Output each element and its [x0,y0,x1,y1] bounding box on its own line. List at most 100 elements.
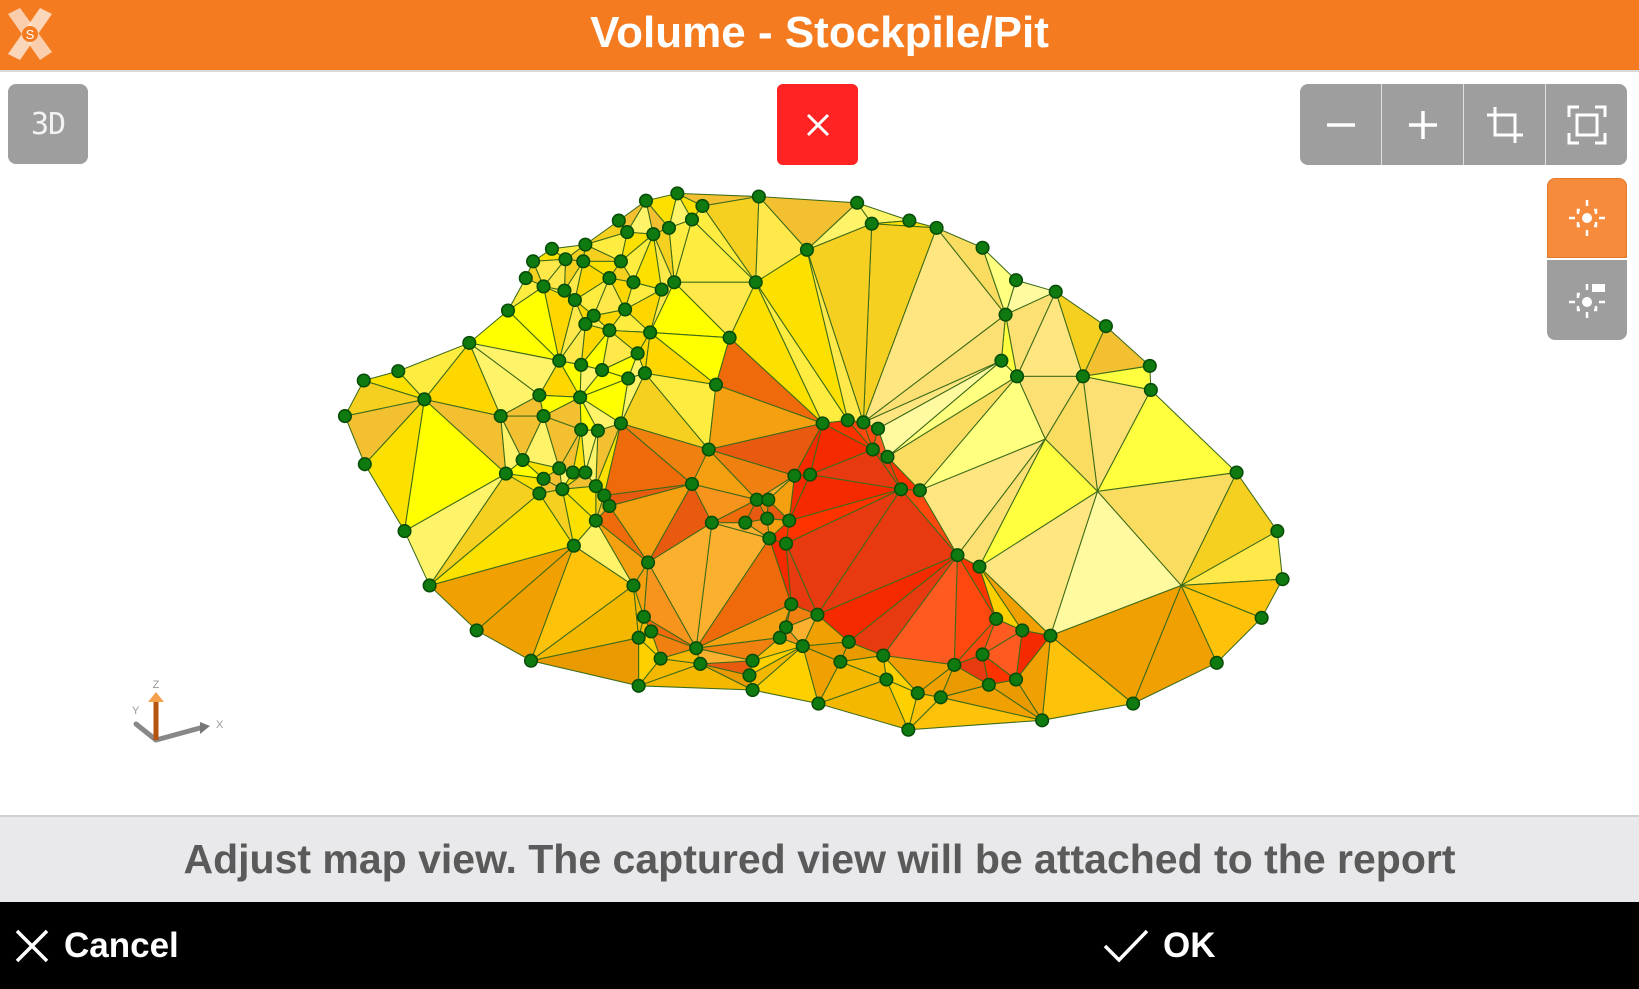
survey-point[interactable] [544,241,559,256]
ok-button[interactable]: OK [1103,902,1216,989]
survey-point[interactable] [1126,696,1141,711]
survey-point[interactable] [1048,284,1063,299]
survey-point[interactable] [815,416,830,431]
survey-point[interactable] [574,357,589,372]
survey-point[interactable] [641,555,656,570]
survey-point[interactable] [536,279,551,294]
survey-point[interactable] [998,307,1013,322]
survey-point[interactable] [469,623,484,638]
survey-point[interactable] [902,213,917,228]
survey-point[interactable] [590,423,605,438]
survey-point[interactable] [840,413,855,428]
survey-point[interactable] [618,302,633,317]
survey-point[interactable] [810,607,825,622]
survey-point[interactable] [356,373,371,388]
survey-point[interactable] [738,515,753,530]
survey-point[interactable] [555,482,570,497]
survey-point[interactable] [708,377,724,392]
survey-point[interactable] [782,513,797,528]
survey-point[interactable] [661,220,677,235]
survey-point[interactable] [532,486,547,501]
survey-point[interactable] [532,388,547,403]
survey-point[interactable] [778,620,794,635]
survey-point[interactable] [643,325,658,340]
survey-point[interactable] [557,283,572,298]
survey-point[interactable] [558,252,573,267]
survey-point[interactable] [1229,465,1244,480]
survey-point[interactable] [417,392,432,407]
survey-point[interactable] [646,227,661,242]
survey-point[interactable] [1142,358,1157,373]
survey-point[interactable] [573,390,588,405]
survey-point[interactable] [695,198,710,214]
survey-point[interactable] [1143,382,1158,398]
cancel-button[interactable]: Cancel [14,902,179,989]
survey-point[interactable] [912,483,927,498]
survey-point[interactable] [1209,655,1224,670]
survey-point[interactable] [833,654,848,669]
survey-point[interactable] [1098,319,1113,334]
survey-point[interactable] [637,366,652,381]
survey-point[interactable] [515,452,530,468]
survey-point[interactable] [803,467,818,482]
3d-toggle-button[interactable]: 3D [8,84,88,164]
survey-point[interactable] [772,630,787,645]
survey-point[interactable] [1010,369,1025,384]
survey-point[interactable] [626,275,641,290]
survey-point[interactable] [391,364,406,379]
survey-point[interactable] [523,653,539,668]
survey-point[interactable] [653,651,668,666]
survey-point[interactable] [613,416,628,431]
survey-point[interactable] [397,524,412,539]
center-view-button[interactable] [1547,178,1627,258]
survey-point[interactable] [893,482,909,497]
survey-point[interactable] [1254,610,1269,625]
survey-point[interactable] [701,442,716,457]
survey-point[interactable] [536,409,551,424]
survey-point[interactable] [602,271,617,286]
survey-point[interactable] [693,656,708,671]
survey-point[interactable] [760,511,775,526]
survey-point[interactable] [595,363,610,378]
survey-point[interactable] [799,242,815,257]
survey-point[interactable] [518,271,533,286]
survey-point[interactable] [638,193,654,208]
survey-point[interactable] [621,371,636,386]
survey-point[interactable] [1275,572,1290,587]
survey-point[interactable] [500,303,516,318]
survey-point[interactable] [947,657,962,672]
center-on-point-button[interactable] [1547,260,1627,340]
survey-point[interactable] [850,195,865,210]
survey-point[interactable] [811,696,826,711]
survey-point[interactable] [588,513,603,528]
survey-point[interactable] [989,611,1004,626]
survey-point[interactable] [630,346,645,361]
survey-point[interactable] [565,465,580,480]
survey-point[interactable] [748,275,763,290]
survey-point[interactable] [1035,713,1050,728]
survey-point[interactable] [1075,369,1090,384]
survey-point[interactable] [636,609,651,624]
survey-point[interactable] [588,479,603,494]
survey-point[interactable] [933,690,948,705]
survey-point[interactable] [761,492,776,507]
survey-point[interactable] [578,237,593,252]
survey-point[interactable] [586,308,601,323]
survey-point[interactable] [670,186,685,201]
survey-point[interactable] [880,449,895,464]
survey-point[interactable] [704,515,719,530]
fit-view-button[interactable] [1545,84,1627,165]
survey-point[interactable] [749,492,764,507]
close-button[interactable] [777,84,858,165]
crop-button[interactable] [1463,84,1545,165]
survey-point[interactable] [602,323,617,338]
survey-point[interactable] [751,189,766,204]
survey-point[interactable] [795,639,810,654]
survey-point[interactable] [865,442,880,457]
survey-point[interactable] [1008,672,1024,687]
survey-point[interactable] [856,415,871,430]
survey-point[interactable] [994,353,1009,368]
zoom-in-button[interactable] [1381,84,1463,165]
survey-point[interactable] [552,461,567,476]
survey-point[interactable] [975,647,990,662]
